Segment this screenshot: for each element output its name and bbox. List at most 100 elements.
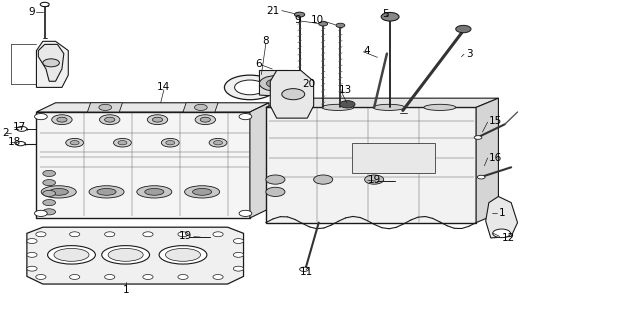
Circle shape [100, 115, 120, 125]
Circle shape [99, 104, 111, 110]
Polygon shape [266, 107, 476, 223]
Polygon shape [27, 227, 244, 284]
Circle shape [195, 104, 207, 110]
Polygon shape [266, 98, 499, 107]
Circle shape [340, 101, 355, 108]
Polygon shape [250, 103, 269, 218]
Circle shape [303, 97, 311, 101]
Circle shape [52, 115, 72, 125]
Ellipse shape [41, 186, 76, 198]
Circle shape [143, 275, 153, 279]
Circle shape [225, 75, 275, 100]
Text: 16: 16 [489, 153, 502, 163]
Circle shape [493, 229, 511, 238]
Polygon shape [183, 103, 218, 112]
Circle shape [27, 252, 37, 257]
Text: 18: 18 [8, 137, 21, 147]
Circle shape [319, 22, 328, 26]
Polygon shape [270, 70, 314, 118]
Ellipse shape [145, 188, 164, 195]
Circle shape [66, 138, 84, 147]
Ellipse shape [184, 186, 220, 198]
Ellipse shape [271, 104, 303, 110]
Circle shape [17, 126, 27, 131]
FancyBboxPatch shape [376, 178, 390, 184]
Polygon shape [36, 112, 250, 218]
Ellipse shape [322, 104, 354, 110]
Circle shape [35, 210, 47, 216]
Polygon shape [38, 44, 64, 81]
Polygon shape [259, 70, 298, 97]
Circle shape [143, 232, 153, 237]
Circle shape [314, 175, 333, 184]
Text: 13: 13 [339, 86, 353, 95]
Text: 2: 2 [3, 128, 10, 138]
FancyBboxPatch shape [283, 165, 306, 176]
Circle shape [239, 210, 252, 216]
Text: 6: 6 [255, 60, 262, 69]
Ellipse shape [159, 246, 207, 264]
Text: 21: 21 [266, 6, 279, 16]
Circle shape [36, 275, 46, 279]
Circle shape [200, 117, 211, 122]
Ellipse shape [108, 248, 143, 261]
Ellipse shape [373, 104, 404, 110]
Circle shape [214, 140, 223, 145]
Text: 17: 17 [13, 122, 26, 132]
Text: 10: 10 [310, 15, 324, 25]
Circle shape [70, 275, 80, 279]
Circle shape [178, 232, 188, 237]
Circle shape [43, 190, 56, 197]
Text: 19: 19 [179, 231, 192, 241]
Circle shape [16, 141, 25, 146]
Polygon shape [88, 103, 122, 112]
Circle shape [213, 232, 223, 237]
Ellipse shape [193, 188, 212, 195]
Circle shape [43, 170, 56, 176]
Circle shape [477, 175, 485, 179]
Circle shape [213, 275, 223, 279]
Text: 8: 8 [262, 36, 269, 46]
Circle shape [195, 115, 216, 125]
Ellipse shape [166, 248, 200, 261]
Circle shape [365, 175, 384, 184]
Text: 11: 11 [300, 267, 312, 277]
Circle shape [43, 209, 56, 215]
Polygon shape [36, 103, 269, 112]
Circle shape [336, 23, 345, 28]
Text: 4: 4 [364, 46, 370, 55]
Circle shape [27, 239, 37, 243]
Circle shape [43, 200, 56, 206]
Circle shape [35, 113, 47, 120]
Circle shape [474, 136, 482, 139]
Circle shape [104, 275, 115, 279]
Ellipse shape [54, 248, 89, 261]
Circle shape [282, 89, 305, 100]
Polygon shape [476, 98, 499, 223]
Circle shape [259, 76, 291, 91]
Circle shape [152, 117, 163, 122]
Text: 14: 14 [157, 82, 170, 92]
Circle shape [381, 12, 399, 21]
Text: 12: 12 [502, 233, 515, 243]
Circle shape [161, 138, 179, 147]
Text: 20: 20 [302, 79, 316, 89]
Circle shape [40, 2, 49, 7]
Text: 1: 1 [122, 285, 129, 294]
Circle shape [266, 187, 285, 197]
Ellipse shape [47, 246, 95, 264]
Text: 19: 19 [368, 175, 381, 184]
Circle shape [294, 12, 305, 17]
FancyBboxPatch shape [188, 234, 201, 240]
Circle shape [456, 25, 471, 33]
Text: 3: 3 [467, 49, 473, 59]
Circle shape [27, 266, 37, 271]
Text: 9: 9 [28, 7, 35, 17]
Polygon shape [352, 143, 435, 173]
Circle shape [266, 175, 285, 184]
Circle shape [209, 138, 227, 147]
Ellipse shape [89, 186, 124, 198]
Circle shape [235, 80, 265, 95]
Text: 5: 5 [382, 9, 388, 19]
Text: 1: 1 [499, 208, 505, 218]
